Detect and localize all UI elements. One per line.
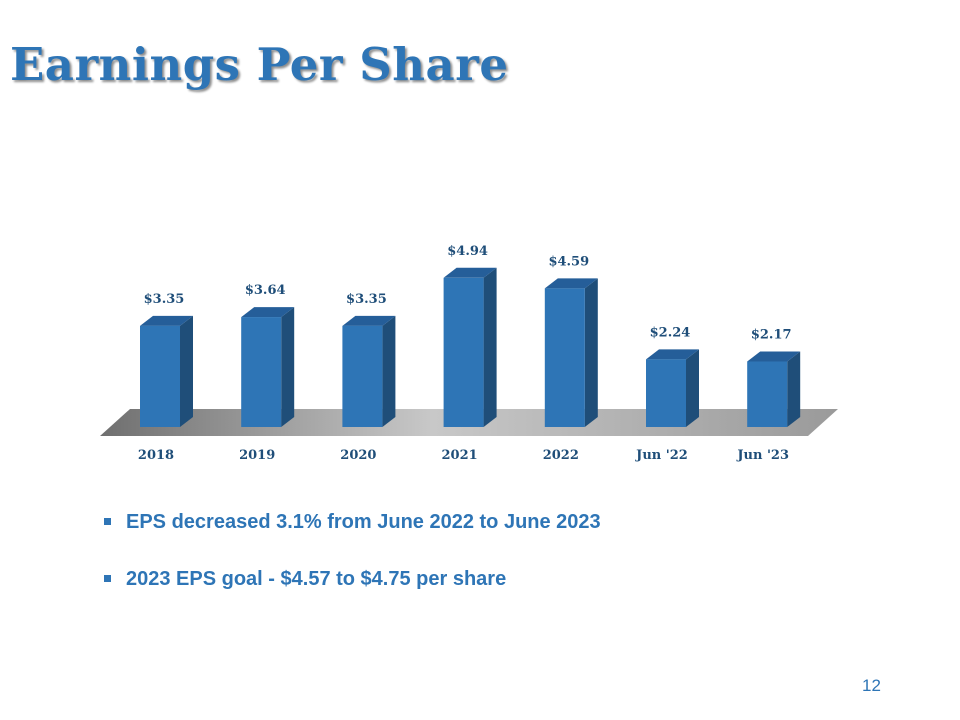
bar xyxy=(342,315,396,427)
x-tick-label: 2018 xyxy=(138,448,174,463)
labels-layer: $3.35 2018 $3.64 2019 $3.35 2020 $4.94 2021 $4.5… xyxy=(138,244,792,463)
bar-side xyxy=(686,349,699,427)
data-label: $3.35 xyxy=(346,292,387,307)
data-label: $3.64 xyxy=(245,283,286,298)
bar-top xyxy=(140,315,193,326)
bar-front xyxy=(342,325,383,427)
bar-top xyxy=(342,315,396,326)
x-tick-label: 2021 xyxy=(442,448,478,463)
bar-top xyxy=(443,267,497,278)
bullet-text: EPS decreased 3.1% from June 2022 to Jun… xyxy=(126,511,601,533)
bar xyxy=(140,315,193,427)
data-label: $2.24 xyxy=(650,325,691,340)
data-label: $2.17 xyxy=(751,327,792,342)
data-label: $4.59 xyxy=(548,254,589,269)
bar-front xyxy=(747,361,788,427)
data-label: $4.94 xyxy=(447,244,488,259)
bar-side xyxy=(180,315,193,427)
x-tick-label: Jun '22 xyxy=(635,448,688,463)
bullet-item: 2023 EPS goal - $4.57 to $4.75 per share xyxy=(104,565,601,593)
bar-side xyxy=(382,315,396,427)
bar xyxy=(241,307,295,427)
x-tick-label: Jun '23 xyxy=(736,448,789,463)
bar xyxy=(443,267,497,427)
data-label: $3.35 xyxy=(144,292,185,307)
x-tick-label: 2020 xyxy=(340,448,376,463)
slide-title: Earnings Per Share xyxy=(10,38,509,91)
bar-front xyxy=(241,317,282,427)
bar-front xyxy=(140,325,180,427)
bars-layer xyxy=(140,267,801,427)
bar-top xyxy=(241,307,295,318)
bar-top xyxy=(747,351,801,362)
bar-top xyxy=(544,278,598,289)
bar xyxy=(646,349,699,427)
page-number: 12 xyxy=(862,676,881,695)
bar-front xyxy=(544,288,585,427)
bullet-item: EPS decreased 3.1% from June 2022 to Jun… xyxy=(104,508,601,536)
bar xyxy=(544,278,598,427)
bar-side xyxy=(787,351,801,427)
bullet-list: EPS decreased 3.1% from June 2022 to Jun… xyxy=(104,508,601,622)
square-bullet-icon xyxy=(104,575,111,582)
bar xyxy=(747,351,801,427)
bar-front xyxy=(443,277,484,427)
eps-bar-chart: $3.35 2018 $3.64 2019 $3.35 2020 $4.94 2021 $4.5… xyxy=(100,244,838,463)
bar-side xyxy=(584,278,598,427)
bar-side xyxy=(281,307,295,427)
bar-front xyxy=(646,359,686,427)
x-tick-label: 2019 xyxy=(239,448,275,463)
bar-side xyxy=(483,267,497,427)
square-bullet-icon xyxy=(104,518,111,525)
bar-top xyxy=(646,349,699,360)
x-tick-label: 2022 xyxy=(543,448,579,463)
bullet-text: 2023 EPS goal - $4.57 to $4.75 per share xyxy=(126,568,507,590)
